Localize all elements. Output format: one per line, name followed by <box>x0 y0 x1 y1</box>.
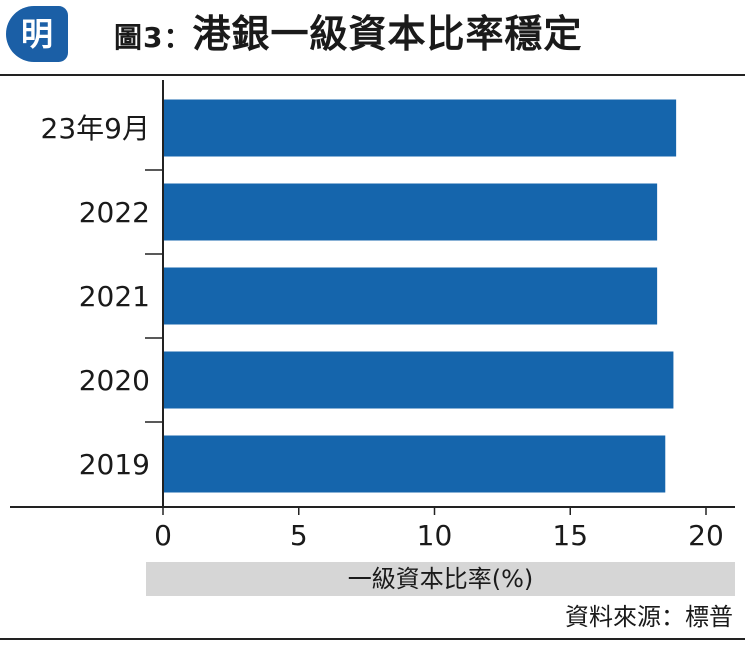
header-divider <box>0 74 745 76</box>
bar-chart: 23年9月 2022 2021 2020 2019 0 5 10 15 20 <box>10 80 735 552</box>
x-axis-label: 一級資本比率(%) <box>347 565 534 593</box>
bar <box>163 183 658 241</box>
category-label: 23年9月 <box>41 112 150 145</box>
x-tick-label: 15 <box>552 519 588 552</box>
bar <box>163 351 674 409</box>
x-axis-label-band: 一級資本比率(%) <box>146 562 735 596</box>
chart-header: 明 圖3：港銀一級資本比率穩定 <box>0 0 745 72</box>
x-tick-label: 10 <box>417 519 453 552</box>
category-label: 2021 <box>79 280 150 313</box>
data-source: 資料來源：標普 <box>565 603 733 631</box>
ming-logo-text: 明 <box>20 15 53 53</box>
title-text: 港銀一級資本比率穩定 <box>192 12 583 56</box>
x-tick-label: 20 <box>688 519 724 552</box>
ming-logo-badge: 明 <box>6 6 68 62</box>
figure-number: 圖3： <box>114 21 193 54</box>
category-label: 2020 <box>79 364 150 397</box>
chart-title: 圖3：港銀一級資本比率穩定 <box>114 6 583 62</box>
bar <box>163 99 677 157</box>
x-tick-label: 0 <box>154 519 172 552</box>
bar <box>163 267 658 325</box>
category-label: 2019 <box>79 448 150 481</box>
category-label: 2022 <box>79 196 150 229</box>
footer-divider <box>0 638 745 640</box>
bar <box>163 435 666 493</box>
x-tick-label: 5 <box>290 519 308 552</box>
